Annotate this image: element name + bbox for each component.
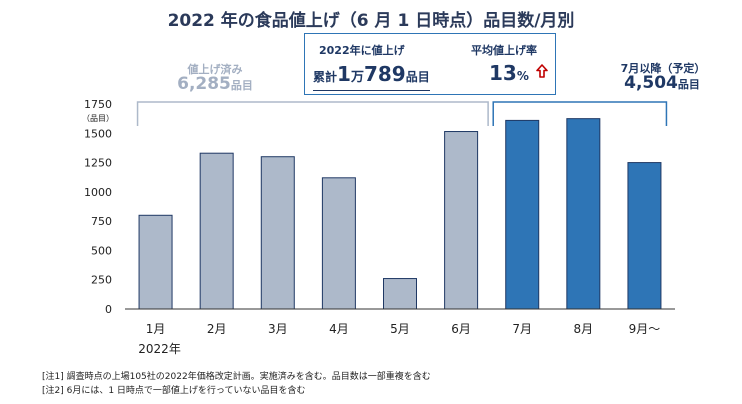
- y-tick-label: 750: [91, 215, 112, 228]
- bar-6: [444, 131, 479, 310]
- x-tick-label: 4月: [329, 322, 349, 336]
- x-tick-label: 5月: [390, 322, 410, 336]
- y-tick-label: 1500: [84, 127, 112, 140]
- x-tick-label: 9月～: [629, 322, 661, 336]
- x-tick-label: 2月: [207, 322, 227, 336]
- x-tick-label: 6月: [451, 322, 471, 336]
- x-tick-label: 7月: [512, 322, 532, 336]
- done-group-label: 値上げ済み: [187, 63, 243, 76]
- scheduled-group-bracket: [492, 101, 668, 126]
- bar-8: [566, 118, 601, 310]
- up-arrow-icon: [536, 64, 549, 78]
- y-tick-label: 250: [91, 274, 112, 287]
- scheduled-unit: 品目: [677, 78, 700, 91]
- bar-1: [138, 214, 173, 310]
- scheduled-count: 4,504: [624, 73, 678, 93]
- x-tick-label: 1月: [146, 322, 166, 336]
- y-tick-label: 1750: [84, 98, 112, 111]
- done-group-bracket: [136, 101, 489, 126]
- y-axis-label: （品目）: [82, 114, 114, 123]
- rate-value: 13%: [489, 61, 549, 85]
- scheduled-group-label: 7月以降（予定）: [620, 62, 706, 75]
- y-tick-label: 500: [91, 244, 112, 257]
- y-tick-label: 1000: [84, 186, 112, 199]
- total-label: 2022年に値上げ: [319, 44, 405, 57]
- bar-2: [199, 152, 234, 310]
- total-big1: 1: [337, 62, 351, 86]
- scheduled-group-value: 4,504品目: [592, 73, 732, 93]
- y-tick-label: 1250: [84, 157, 112, 170]
- rate-unit: %: [516, 69, 529, 83]
- done-count: 6,285: [177, 74, 231, 94]
- bar-7: [505, 119, 540, 310]
- footnote-1: [注1] 調査時点の上場105社の2022年価格改定計画。実施済みを含む。品目数…: [42, 372, 431, 382]
- bar-4: [321, 177, 356, 310]
- footnotes: [注1] 調査時点の上場105社の2022年価格改定計画。実施済みを含む。品目数…: [42, 370, 431, 398]
- chart-title: 2022 年の食品値上げ（6 月 1 日時点）品目数/月別: [167, 11, 575, 31]
- total-suffix: 品目: [405, 70, 430, 84]
- done-group-value: 6,285品目: [150, 74, 280, 94]
- x-tick-label: 3月: [268, 322, 288, 336]
- bar-5: [383, 278, 417, 310]
- y-tick-label: 0: [105, 303, 112, 316]
- rate-number: 13: [489, 61, 517, 85]
- footnote-2: [注2] 6月には、1 日時点で一部値上げを行っていない品目を含む: [42, 386, 306, 396]
- bar-9: [627, 162, 662, 310]
- done-unit: 品目: [230, 79, 253, 92]
- total-value: 累計1万789品目: [313, 62, 430, 91]
- bar-3: [260, 156, 295, 310]
- rate-label: 平均値上げ率: [471, 44, 537, 57]
- year-label: 2022年: [138, 342, 181, 356]
- total-prefix: 累計: [313, 70, 338, 84]
- x-tick-label: 8月: [574, 322, 594, 336]
- total-big2: 789: [363, 62, 406, 86]
- summary-box: 2022年に値上げ 平均値上げ率 累計1万789品目 13%: [304, 33, 556, 95]
- total-man: 万: [350, 70, 364, 85]
